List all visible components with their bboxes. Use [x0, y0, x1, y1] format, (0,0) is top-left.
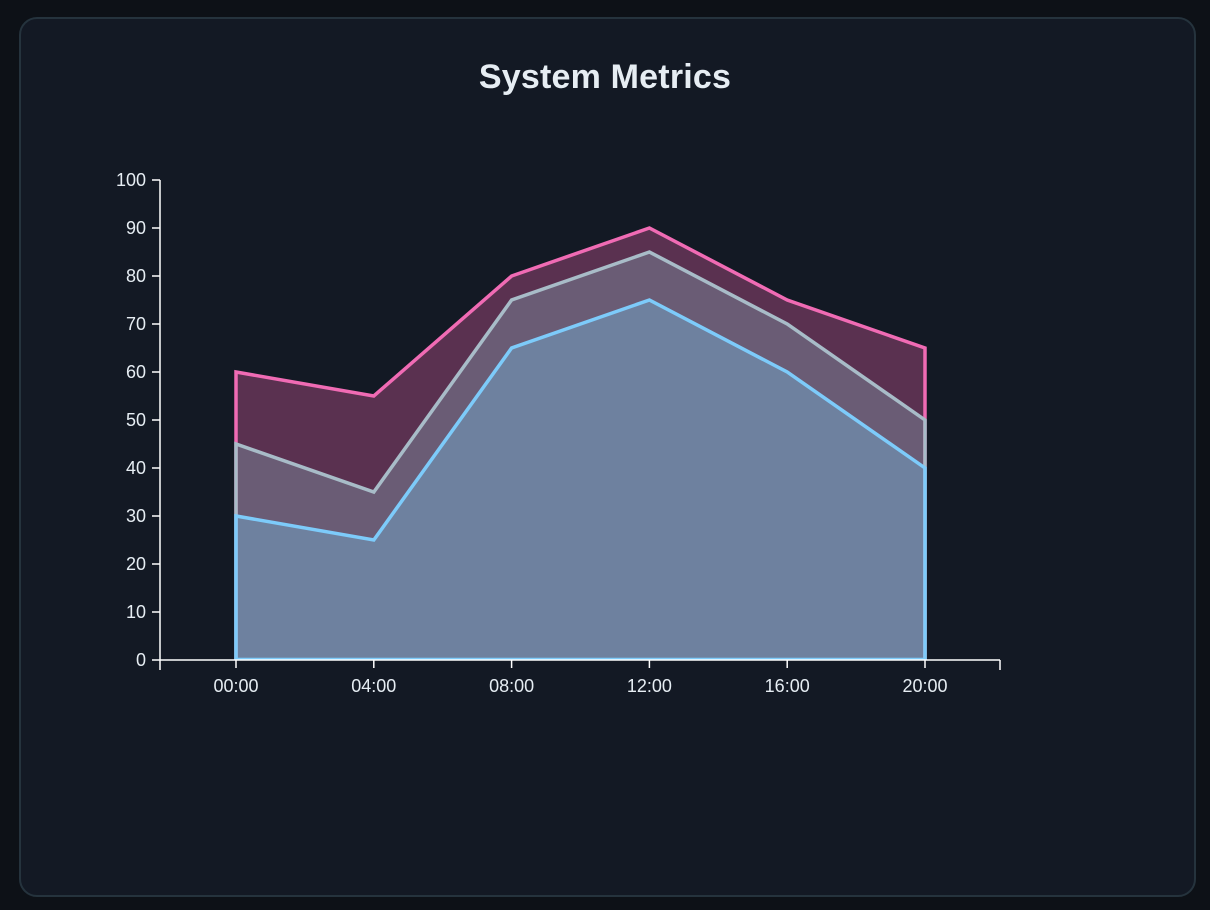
- y-tick-label: 70: [126, 314, 146, 334]
- series-areas: [236, 228, 925, 660]
- series-3-line: [234, 298, 927, 660]
- y-tick-label: 80: [126, 266, 146, 286]
- x-tick-label: 00:00: [213, 676, 258, 696]
- y-tick-label: 60: [126, 362, 146, 382]
- y-tick-label: 90: [126, 218, 146, 238]
- y-tick-label: 100: [116, 170, 146, 190]
- y-tick-label: 40: [126, 458, 146, 478]
- axes: 0 10 20 30 40 50 60 70 80 90 100 00:00 04:00 08:00 12:…: [116, 170, 1001, 696]
- chart-title: System Metrics: [478, 58, 732, 96]
- series-lines: [234, 226, 927, 661]
- y-tick-label: 30: [126, 506, 146, 526]
- x-tick-label: 16:00: [765, 676, 810, 696]
- y-tick-label: 0: [136, 650, 146, 670]
- series-2-line: [234, 250, 927, 660]
- x-tick-label: 08:00: [489, 676, 534, 696]
- x-tick-label: 20:00: [902, 676, 947, 696]
- y-tick-label: 10: [126, 602, 146, 622]
- y-tick-label: 20: [126, 554, 146, 574]
- series-1-line: [234, 226, 927, 660]
- series-3-area: [236, 300, 925, 660]
- x-tick-label: 04:00: [351, 676, 396, 696]
- y-tick-label: 50: [126, 410, 146, 430]
- x-tick-label: 12:00: [627, 676, 672, 696]
